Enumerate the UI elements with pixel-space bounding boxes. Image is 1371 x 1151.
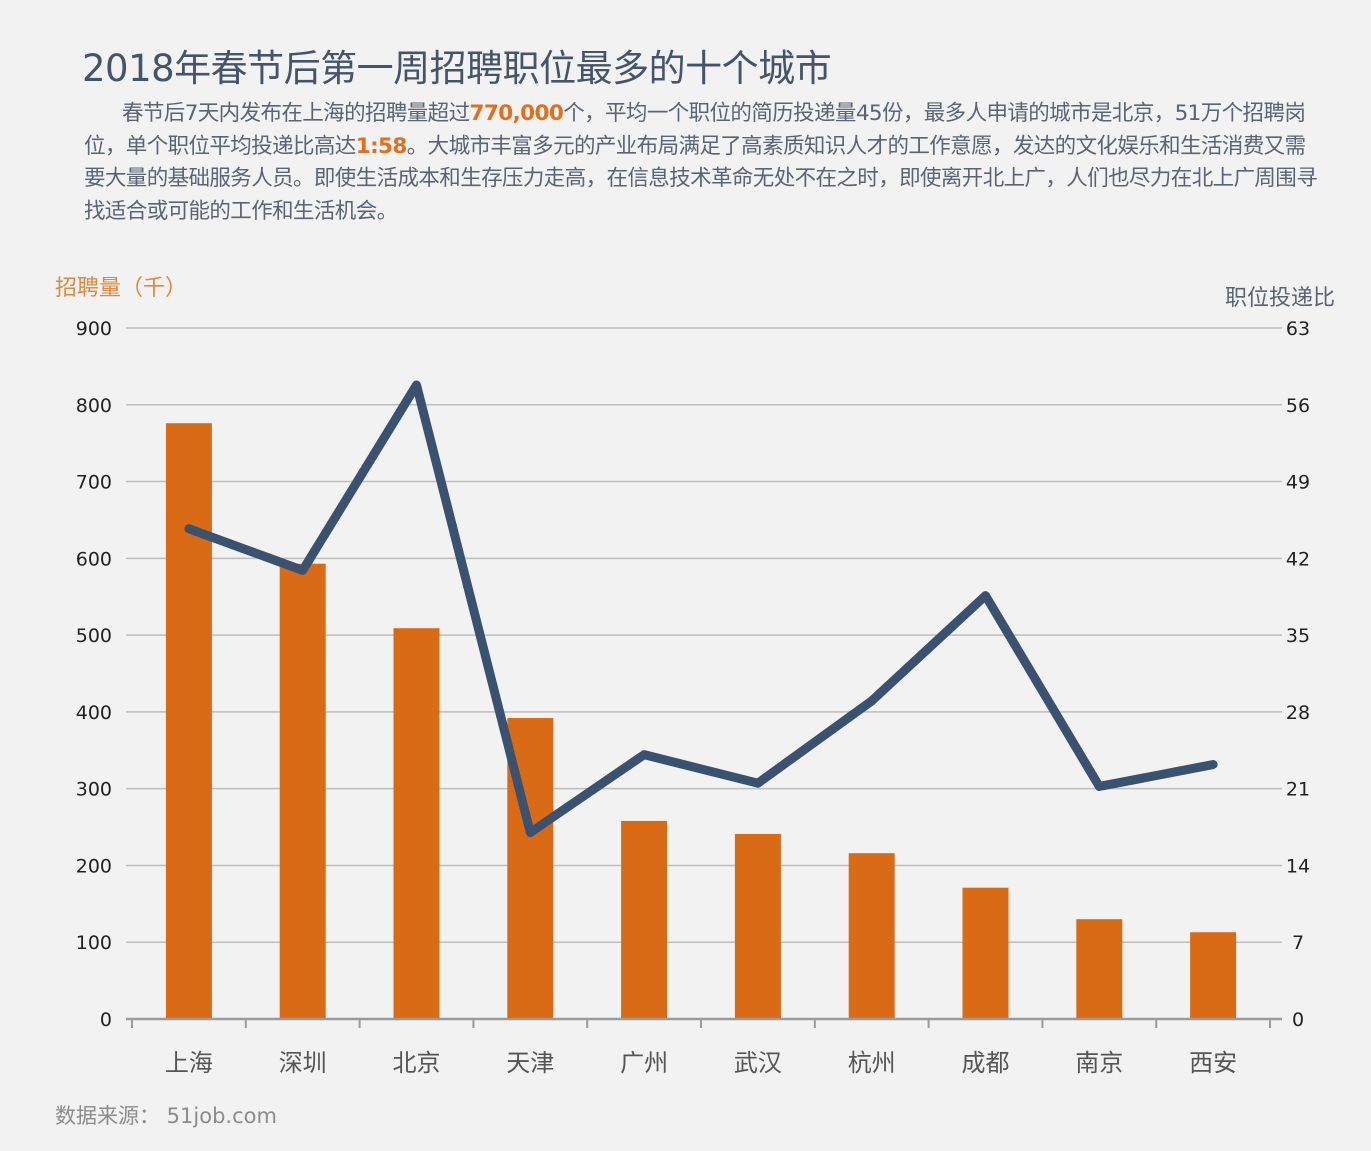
right-tick-label: 42 <box>1286 548 1310 570</box>
bar-9 <box>1076 919 1123 1019</box>
line-series <box>184 380 1218 838</box>
category-label: 深圳 <box>279 1049 327 1077</box>
left-tick-label: 100 <box>76 932 112 954</box>
left-axis-title: 招聘量（千） <box>55 276 188 301</box>
bar-2 <box>279 563 326 1019</box>
bar-series <box>165 423 1237 1019</box>
right-tick-label: 14 <box>1286 855 1310 877</box>
left-tick-label: 0 <box>100 1009 112 1031</box>
category-label: 广州 <box>620 1049 668 1077</box>
right-tick-label: 49 <box>1286 472 1310 494</box>
desc-highlight-1: 1:58 <box>355 133 408 159</box>
category-label: 成都 <box>962 1049 1010 1077</box>
desc-highlight-0: 770,000 <box>469 101 564 126</box>
bar-7 <box>848 853 895 1019</box>
category-label: 杭州 <box>848 1049 896 1077</box>
right-tick-label: 28 <box>1286 702 1310 724</box>
category-label: 上海 <box>165 1049 213 1077</box>
left-tick-label: 200 <box>76 855 112 877</box>
right-tick-label: 7 <box>1292 932 1304 954</box>
bar-10 <box>1190 932 1237 1019</box>
chart-title: 2018年春节后第一周招聘职位最多的十个城市 <box>82 47 832 90</box>
bar-5 <box>621 820 668 1019</box>
ratio-line <box>184 380 1218 838</box>
right-axis-title: 职位投递比 <box>1224 286 1335 311</box>
left-tick-label: 800 <box>76 395 112 417</box>
category-label: 武汉 <box>734 1049 782 1077</box>
category-label: 北京 <box>393 1049 441 1077</box>
left-tick-label: 900 <box>76 318 112 340</box>
left-tick-label: 400 <box>76 702 112 724</box>
right-axis-ticks: 0 7 14 21 28 35 42 49 56 63 <box>1286 318 1310 1031</box>
right-tick-label: 21 <box>1286 779 1310 801</box>
right-tick-label: 63 <box>1286 318 1310 340</box>
chart-description: 春节后7天内发布在上海的招聘量超过770,000个，平均一个职位的简历投递量45… <box>84 98 1324 228</box>
right-tick-label: 35 <box>1286 625 1310 647</box>
left-tick-label: 500 <box>76 625 112 647</box>
desc-part-2: 。大城市丰富多元的产业布局满足了高素质知识人才的工作意愿，发达的文化娱乐和生活消… <box>84 133 1318 224</box>
bar-1 <box>165 423 212 1019</box>
left-tick-label: 300 <box>76 779 112 801</box>
left-axis-ticks: 0 100 200 300 400 500 600 700 800 900 <box>76 318 112 1031</box>
bar-3 <box>393 628 440 1019</box>
left-tick-label: 700 <box>76 472 112 494</box>
desc-part-1: 个，平均一个职位的简历投递量45份，最多人申请的城市是北京，51万个招聘岗位，单… <box>84 101 1306 159</box>
gridlines <box>126 327 1282 943</box>
category-label: 西安 <box>1189 1049 1237 1077</box>
bar-6 <box>734 833 781 1019</box>
bar-8 <box>962 887 1009 1019</box>
right-tick-label: 0 <box>1292 1009 1304 1031</box>
category-labels: 上海 深圳 北京 天津 广州 武汉 杭州 成都 南京 西安 <box>165 1049 1237 1077</box>
category-label: 南京 <box>1075 1049 1123 1077</box>
desc-part-0: 春节后7天内发布在上海的招聘量超过 <box>122 101 470 126</box>
left-tick-label: 600 <box>76 548 112 570</box>
data-source: 数据来源： 51job.com <box>55 1104 277 1128</box>
right-tick-label: 56 <box>1286 395 1310 417</box>
category-label: 天津 <box>506 1049 554 1077</box>
x-axis <box>126 1017 1282 1028</box>
